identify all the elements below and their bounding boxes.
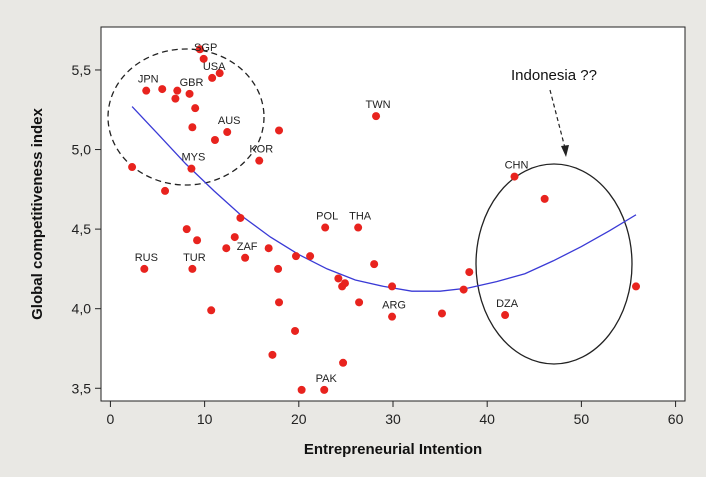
data-point xyxy=(236,213,245,222)
x-tick-label: 10 xyxy=(197,411,213,427)
data-point xyxy=(255,156,264,165)
data-point xyxy=(388,312,397,321)
point-label-rus: RUS xyxy=(135,252,158,264)
y-axis: 3,5 4,0 4,5 5,0 5,5 xyxy=(72,62,101,396)
data-point xyxy=(208,73,217,82)
data-point xyxy=(339,358,348,367)
point-label-dza: DZA xyxy=(496,298,519,310)
point-label-twn: TWN xyxy=(366,99,391,111)
data-point xyxy=(173,86,182,95)
data-point xyxy=(388,282,397,291)
y-tick-label: 4,5 xyxy=(72,221,92,237)
data-point xyxy=(540,194,549,203)
data-point xyxy=(241,253,250,262)
point-label-gbr: GBR xyxy=(180,77,204,89)
data-point xyxy=(275,126,284,135)
point-label-pol: POL xyxy=(316,211,338,223)
annotation-arrowhead xyxy=(561,145,569,157)
data-point xyxy=(437,309,446,318)
data-point xyxy=(632,282,641,291)
data-point xyxy=(140,264,149,273)
data-point xyxy=(161,186,170,195)
x-tick-label: 40 xyxy=(479,411,495,427)
point-label-tha: THA xyxy=(349,211,372,223)
data-point xyxy=(501,311,510,320)
x-tick-label: 20 xyxy=(291,411,307,427)
indonesia-annotation: Indonesia ?? xyxy=(511,67,597,84)
data-point xyxy=(320,385,329,394)
y-axis-label: Global competitiveness index xyxy=(29,107,46,319)
point-label-arg: ARG xyxy=(382,300,406,312)
y-tick-label: 5,0 xyxy=(72,142,92,158)
x-axis-label: Entrepreneurial Intention xyxy=(304,441,482,458)
y-tick-label: 4,0 xyxy=(72,301,92,317)
data-point xyxy=(264,244,273,253)
data-point xyxy=(372,112,381,121)
point-label-pak: PAK xyxy=(316,373,338,385)
point-labels: JPN RUS GBR MYS TUR SGP USA AUS ZAF KOR POL PAK THA T… xyxy=(135,42,529,385)
point-label-mys: MYS xyxy=(182,152,206,164)
data-point xyxy=(306,252,315,261)
data-point xyxy=(465,268,474,277)
point-label-jpn: JPN xyxy=(138,74,159,86)
data-point xyxy=(142,86,151,95)
data-point xyxy=(459,285,468,294)
data-point xyxy=(223,128,232,137)
data-point xyxy=(128,163,137,172)
data-point xyxy=(185,89,194,98)
data-point xyxy=(275,298,284,307)
x-axis: 0 10 20 30 40 50 60 xyxy=(107,401,684,427)
data-point xyxy=(199,54,208,63)
data-point xyxy=(182,225,191,234)
point-label-sgp: SGP xyxy=(194,42,217,54)
point-label-zaf: ZAF xyxy=(237,241,258,253)
data-point xyxy=(354,223,363,232)
data-point xyxy=(334,274,343,283)
data-point xyxy=(321,223,330,232)
data-point xyxy=(187,164,196,173)
point-label-usa: USA xyxy=(203,61,226,73)
data-point xyxy=(188,264,197,273)
point-label-chn: CHN xyxy=(505,160,529,172)
fit-curve xyxy=(131,106,637,292)
annotation-arrow-line xyxy=(549,89,566,149)
data-point xyxy=(188,123,197,132)
point-label-aus: AUS xyxy=(218,115,241,127)
x-tick-label: 60 xyxy=(668,411,684,427)
data-point xyxy=(222,244,231,253)
data-points xyxy=(128,45,641,394)
data-point xyxy=(195,45,204,54)
data-point xyxy=(355,298,364,307)
x-tick-label: 0 xyxy=(107,411,115,427)
point-label-kor: KOR xyxy=(249,144,273,156)
highlight-regions xyxy=(107,48,633,365)
data-point xyxy=(171,94,180,103)
point-label-tur: TUR xyxy=(183,252,206,264)
data-point xyxy=(274,264,283,273)
data-point xyxy=(191,104,200,113)
emerging-economies-ellipse xyxy=(475,163,633,365)
data-point xyxy=(158,85,167,94)
x-tick-label: 30 xyxy=(385,411,401,427)
x-tick-label: 50 xyxy=(574,411,590,427)
data-point xyxy=(297,385,306,394)
plot-area xyxy=(100,26,686,402)
data-point xyxy=(340,279,349,288)
data-point xyxy=(370,260,379,269)
y-tick-label: 5,5 xyxy=(72,62,92,78)
data-point xyxy=(193,236,202,245)
data-point xyxy=(207,306,216,315)
data-point xyxy=(291,252,300,261)
data-point xyxy=(230,233,239,242)
data-point xyxy=(268,350,277,359)
y-tick-label: 3,5 xyxy=(72,380,92,396)
data-point xyxy=(215,69,224,78)
data-point xyxy=(210,135,219,144)
data-point xyxy=(510,172,519,181)
developed-economies-ellipse xyxy=(107,48,265,186)
data-point xyxy=(291,326,300,335)
